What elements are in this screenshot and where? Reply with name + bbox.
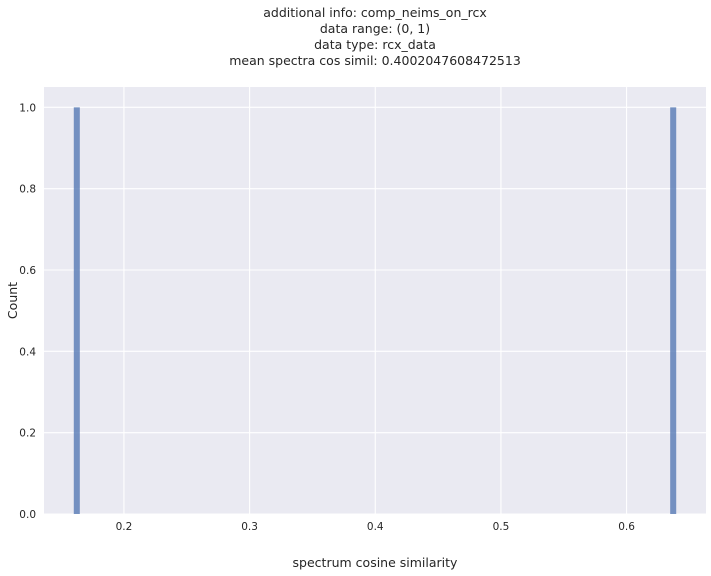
x-tick-label: 0.2	[116, 521, 133, 533]
histogram-bars	[73, 107, 677, 514]
y-tick-label: 0.6	[19, 265, 36, 277]
grid-lines	[44, 87, 706, 515]
x-tick-label: 0.5	[493, 521, 510, 533]
title-line-mean: mean spectra cos simil: 0.40020476084725…	[229, 53, 521, 68]
y-tick-label: 0.8	[19, 184, 36, 196]
title-line-type: data type: rcx_data	[314, 37, 436, 52]
title-line-range: data range: (0, 1)	[319, 21, 431, 36]
y-tick-label: 1.0	[19, 102, 36, 114]
x-axis-ticks: 0.2 0.3 0.4 0.5 0.6	[116, 521, 636, 533]
y-axis-label: Count	[5, 282, 20, 319]
y-tick-label: 0.0	[19, 509, 36, 521]
title-line-info: additional info: comp_neims_on_rcx	[263, 5, 487, 20]
x-tick-label: 0.6	[618, 521, 635, 533]
y-axis-ticks: 0.0 0.2 0.4 0.6 0.8 1.0	[19, 102, 36, 521]
chart-title: additional info: comp_neims_on_rcx data …	[44, 5, 706, 69]
x-axis-label: spectrum cosine similarity	[293, 555, 458, 570]
x-tick-label: 0.3	[241, 521, 258, 533]
y-tick-label: 0.4	[19, 346, 36, 358]
x-tick-label: 0.4	[367, 521, 384, 533]
histogram-bar	[73, 107, 80, 514]
histogram-bar	[670, 107, 677, 514]
y-tick-label: 0.2	[19, 428, 36, 440]
